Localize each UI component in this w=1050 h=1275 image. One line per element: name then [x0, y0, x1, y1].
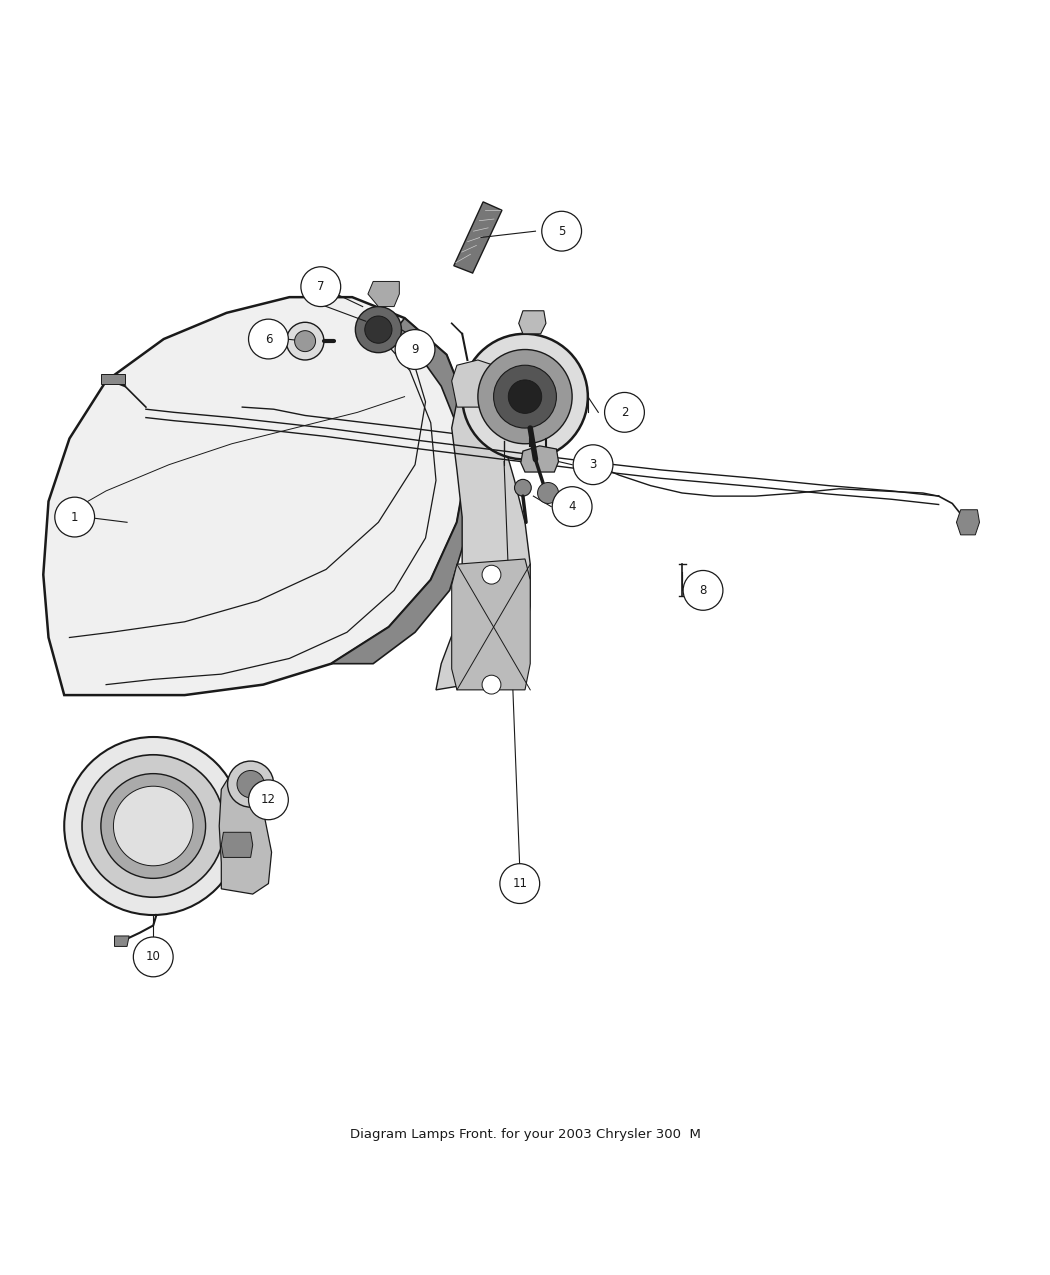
Circle shape — [228, 761, 274, 807]
Circle shape — [482, 565, 501, 584]
Circle shape — [395, 330, 435, 370]
Polygon shape — [43, 297, 467, 695]
Text: 11: 11 — [512, 877, 527, 890]
Circle shape — [462, 334, 588, 459]
Circle shape — [295, 330, 316, 352]
Text: 3: 3 — [589, 458, 596, 472]
Polygon shape — [219, 775, 272, 894]
Circle shape — [508, 380, 542, 413]
Polygon shape — [331, 317, 467, 664]
Circle shape — [605, 393, 645, 432]
Polygon shape — [957, 510, 980, 536]
Circle shape — [237, 770, 265, 798]
Text: 4: 4 — [568, 500, 575, 513]
Text: 12: 12 — [261, 793, 276, 806]
Circle shape — [355, 306, 401, 353]
Circle shape — [482, 676, 501, 694]
Polygon shape — [452, 558, 530, 690]
Text: Diagram Lamps Front. for your 2003 Chrysler 300  M: Diagram Lamps Front. for your 2003 Chrys… — [350, 1128, 700, 1141]
Circle shape — [249, 780, 289, 820]
Polygon shape — [101, 374, 125, 384]
Polygon shape — [454, 201, 502, 273]
Text: 5: 5 — [558, 224, 565, 237]
Text: 10: 10 — [146, 950, 161, 964]
Polygon shape — [436, 397, 530, 690]
Circle shape — [301, 266, 340, 306]
Text: 8: 8 — [699, 584, 707, 597]
Circle shape — [364, 316, 392, 343]
Text: 2: 2 — [621, 405, 628, 419]
Polygon shape — [519, 311, 546, 334]
Circle shape — [101, 774, 206, 878]
Circle shape — [552, 487, 592, 527]
Circle shape — [684, 570, 723, 611]
Circle shape — [542, 212, 582, 251]
Circle shape — [113, 787, 193, 866]
Text: 1: 1 — [71, 510, 79, 524]
Polygon shape — [368, 282, 399, 306]
Circle shape — [514, 479, 531, 496]
Text: 6: 6 — [265, 333, 272, 346]
Circle shape — [82, 755, 225, 898]
Circle shape — [573, 445, 613, 484]
Polygon shape — [114, 936, 129, 946]
Circle shape — [287, 323, 324, 360]
Circle shape — [55, 497, 94, 537]
Circle shape — [478, 349, 572, 444]
Circle shape — [133, 937, 173, 977]
Polygon shape — [452, 360, 494, 407]
Circle shape — [538, 482, 559, 504]
Text: 9: 9 — [412, 343, 419, 356]
Polygon shape — [222, 833, 253, 857]
Polygon shape — [521, 446, 559, 472]
Circle shape — [64, 737, 243, 915]
Circle shape — [249, 319, 289, 360]
Text: 7: 7 — [317, 280, 324, 293]
Circle shape — [494, 365, 556, 428]
Circle shape — [500, 863, 540, 904]
